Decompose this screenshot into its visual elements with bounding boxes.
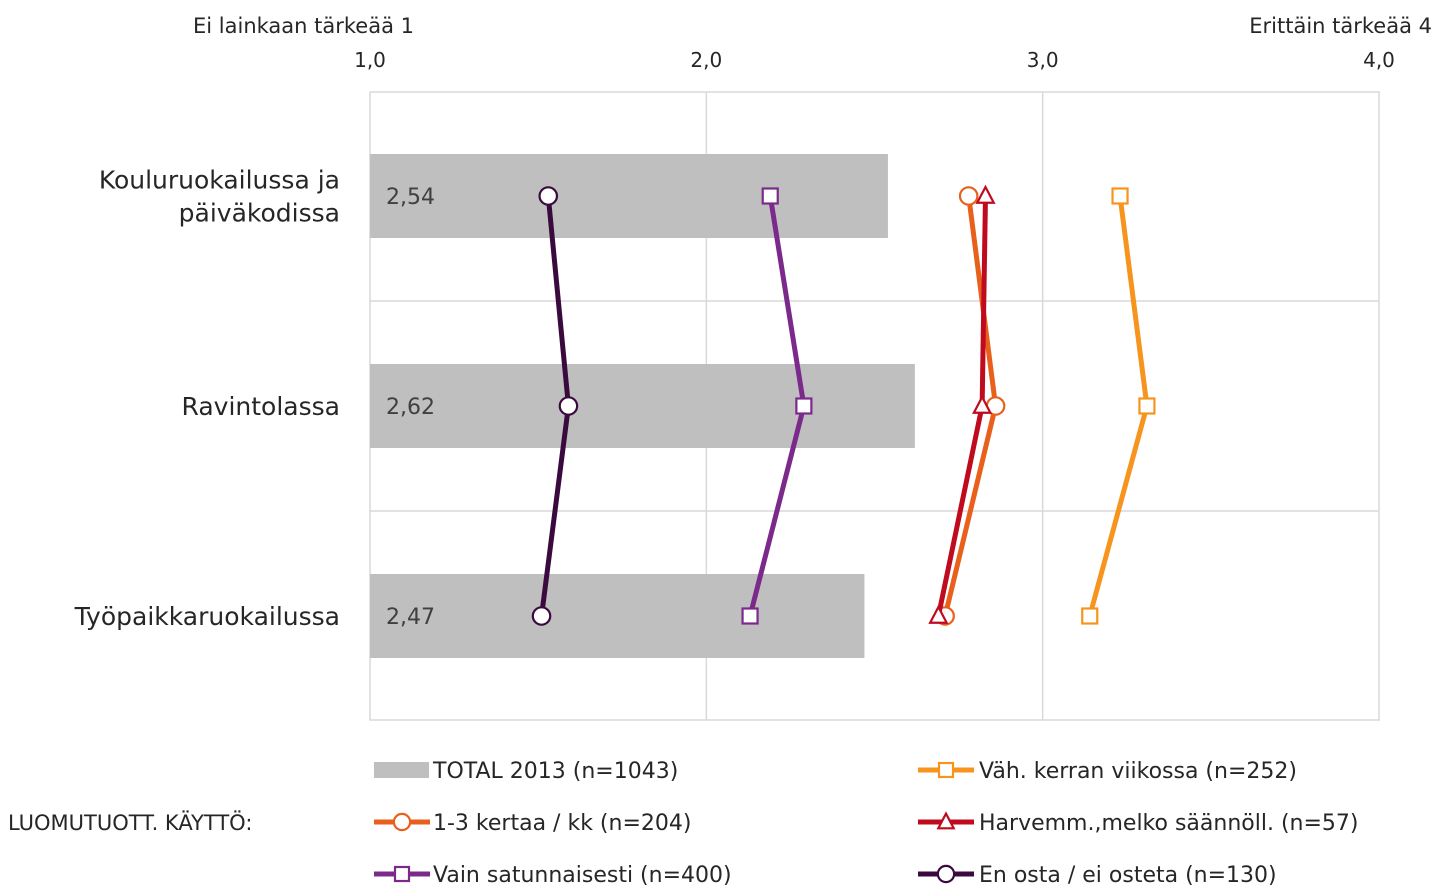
series-point [1138,397,1156,415]
legend-swatch-marker [392,812,412,832]
bar-data-label: 2,47 [386,605,435,630]
category-label: Kouluruokailussa ja [99,166,340,195]
bar [370,154,888,238]
legend-prefix: LUOMUTUOTT. KÄYTTÖ: [8,810,252,835]
category-labels: Kouluruokailussa ja päiväkodissa Ravintola… [74,166,340,632]
series-point [1081,607,1099,625]
category-label: Työpaikkaruokailussa [74,602,340,631]
series-point [928,604,949,624]
legend-swatch-marker [393,865,411,883]
bar-data-label: 2,62 [386,395,435,420]
bar [370,364,915,448]
legend-swatch-marker [936,811,956,830]
legend-label: Vain satunnaisesti (n=400) [433,863,732,888]
legend: LUOMUTUOTT. KÄYTTÖ: TOTAL 2013 (n=1043) V… [8,759,1358,888]
x-tick-label: 3,0 [1027,48,1059,72]
legend-swatch-bar [374,762,429,778]
legend-label: En osta / ei osteta (n=130) [979,863,1277,888]
bar-series: 2,54 2,62 2,47 [370,154,915,658]
series-point [1111,187,1129,205]
bar [370,574,865,658]
series-point [538,186,559,206]
category-label: päiväkodissa [179,199,340,228]
series-point [531,606,552,626]
legend-label: Harvemm.,melko säännöll. (n=57) [979,811,1358,836]
series-point [761,187,779,205]
corner-label-right: Erittäin tärkeää 4 [1249,14,1432,38]
series-point [975,184,996,204]
line-series [531,184,1156,626]
x-tick-label: 1,0 [354,48,386,72]
legend-label: TOTAL 2013 (n=1043) [432,759,678,784]
x-tick-label: 4,0 [1363,48,1395,72]
series-point [958,186,979,206]
series-point [558,396,579,416]
series-point [741,607,759,625]
corner-label-left: Ei lainkaan tärkeää 1 [193,14,414,38]
x-tick-label: 2,0 [690,48,722,72]
legend-swatch-marker [937,761,955,779]
bar-data-label: 2,54 [386,185,435,210]
legend-label: Väh. kerran viikossa (n=252) [979,759,1297,784]
series-point [972,394,993,414]
legend-swatch-marker [936,864,956,884]
category-label: Ravintolassa [182,392,340,421]
x-axis-ticks: 1,0 2,0 3,0 4,0 [354,48,1395,72]
series-point [795,397,813,415]
legend-label: 1-3 kertaa / kk (n=204) [433,811,691,836]
